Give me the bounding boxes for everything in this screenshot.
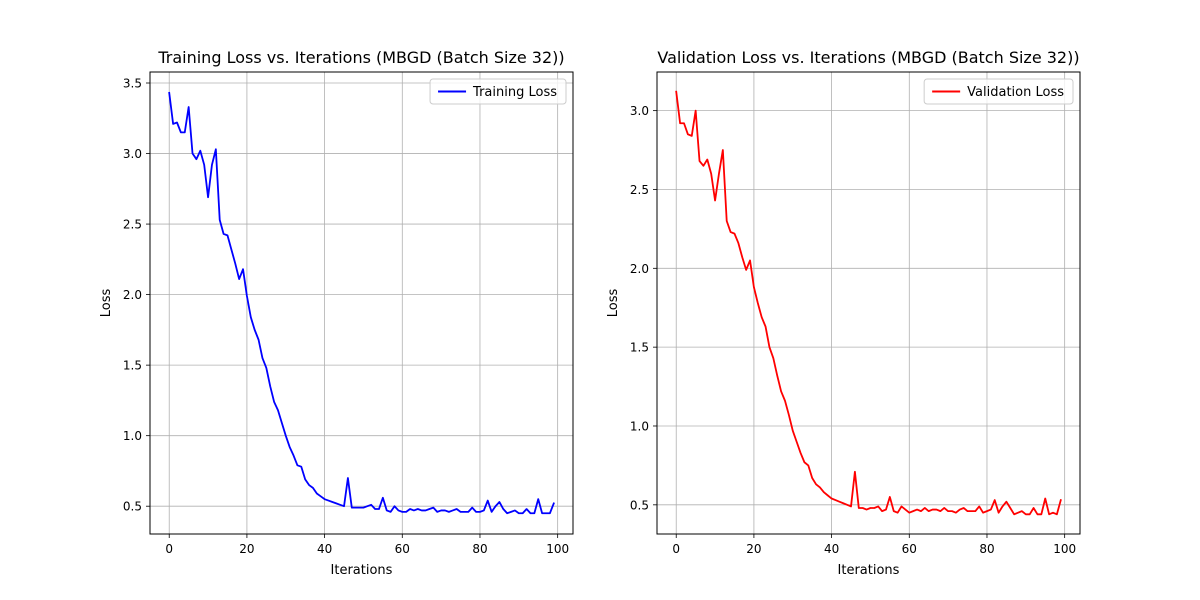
training-loss-grid: [150, 72, 573, 534]
validation-loss-x-tick-label: 40: [824, 542, 839, 556]
validation-loss-x-tick-label: 80: [979, 542, 994, 556]
training-loss-y-ticks: 0.5 1.0 1.5 2.0 2.5 3.0 3.5: [123, 77, 150, 514]
training-loss-y-tick-label: 0.5: [123, 500, 142, 514]
validation-loss-y-tick-label: 2.5: [630, 183, 649, 197]
validation-loss-x-tick-label: 60: [902, 542, 917, 556]
validation-loss-x-tick-label: 0: [672, 542, 680, 556]
training-loss-chart: 0 20 40 60 80 100 0.5 1.0 1.5 2.0 2.5 3.0 3.5 Train…: [99, 48, 574, 578]
training-loss-x-ticks: 0 20 40 60 80 100: [165, 534, 569, 556]
training-loss-series: [168, 91, 555, 515]
training-loss-y-tick-label: 2.0: [123, 288, 142, 302]
training-loss-y-tick-label: 3.5: [123, 77, 142, 91]
training-loss-legend: Training Loss: [429, 78, 567, 105]
validation-loss-y-tick-label: 2.0: [630, 262, 649, 276]
validation-loss-y-tick-label: 1.5: [630, 341, 649, 355]
validation-loss-legend-box: [923, 78, 1074, 105]
validation-loss-legend: Validation Loss: [923, 78, 1074, 105]
training-loss-y-tick-label: 1.0: [123, 429, 142, 443]
training-loss-y-tick-label: 3.0: [123, 147, 142, 161]
training-loss-x-tick-label: 80: [472, 542, 487, 556]
validation-loss-x-tick-label: 100: [1053, 542, 1076, 556]
validation-loss-y-tick-label: 0.5: [630, 498, 649, 512]
validation-loss-y-tick-label: 1.0: [630, 419, 649, 433]
training-loss-x-tick-label: 20: [239, 542, 254, 556]
validation-loss-x-ticks: 0 20 40 60 80 100: [672, 534, 1076, 556]
validation-loss-axes-frame: [656, 71, 1081, 535]
validation-loss-x-tick-label: 20: [746, 542, 761, 556]
validation-loss-grid: [657, 72, 1080, 534]
training-loss-title: Training Loss vs. Iterations (MBGD (Batc…: [157, 48, 564, 67]
training-loss-y-tick-label: 1.5: [123, 359, 142, 373]
training-loss-x-tick-label: 40: [317, 542, 332, 556]
training-loss-y-tick-label: 2.5: [123, 218, 142, 232]
training-loss-x-axis-label: Iterations: [331, 563, 393, 578]
training-loss-x-tick-label: 60: [395, 542, 410, 556]
training-loss-y-axis-label: Loss: [99, 289, 114, 318]
validation-loss-chart: 0 20 40 60 80 100 0.5 1.0 1.5 2.0 2.5 3.0 Validati…: [606, 48, 1081, 578]
validation-loss-series: [675, 90, 1062, 516]
training-loss-x-tick-label: 0: [165, 542, 173, 556]
validation-loss-x-axis-label: Iterations: [838, 563, 900, 578]
training-loss-legend-label: Training Loss: [472, 85, 557, 100]
validation-loss-title: Validation Loss vs. Iterations (MBGD (Ba…: [657, 48, 1079, 67]
training-loss-axes-frame: [149, 71, 574, 535]
validation-loss-legend-label: Validation Loss: [967, 85, 1064, 100]
validation-loss-y-tick-label: 3.0: [630, 104, 649, 118]
training-loss-x-tick-label: 100: [546, 542, 569, 556]
validation-loss-y-ticks: 0.5 1.0 1.5 2.0 2.5 3.0: [630, 104, 657, 512]
validation-loss-line: [675, 90, 1062, 516]
training-loss-line: [168, 91, 555, 515]
validation-loss-y-axis-label: Loss: [606, 289, 621, 318]
training-loss-legend-box: [429, 78, 567, 105]
